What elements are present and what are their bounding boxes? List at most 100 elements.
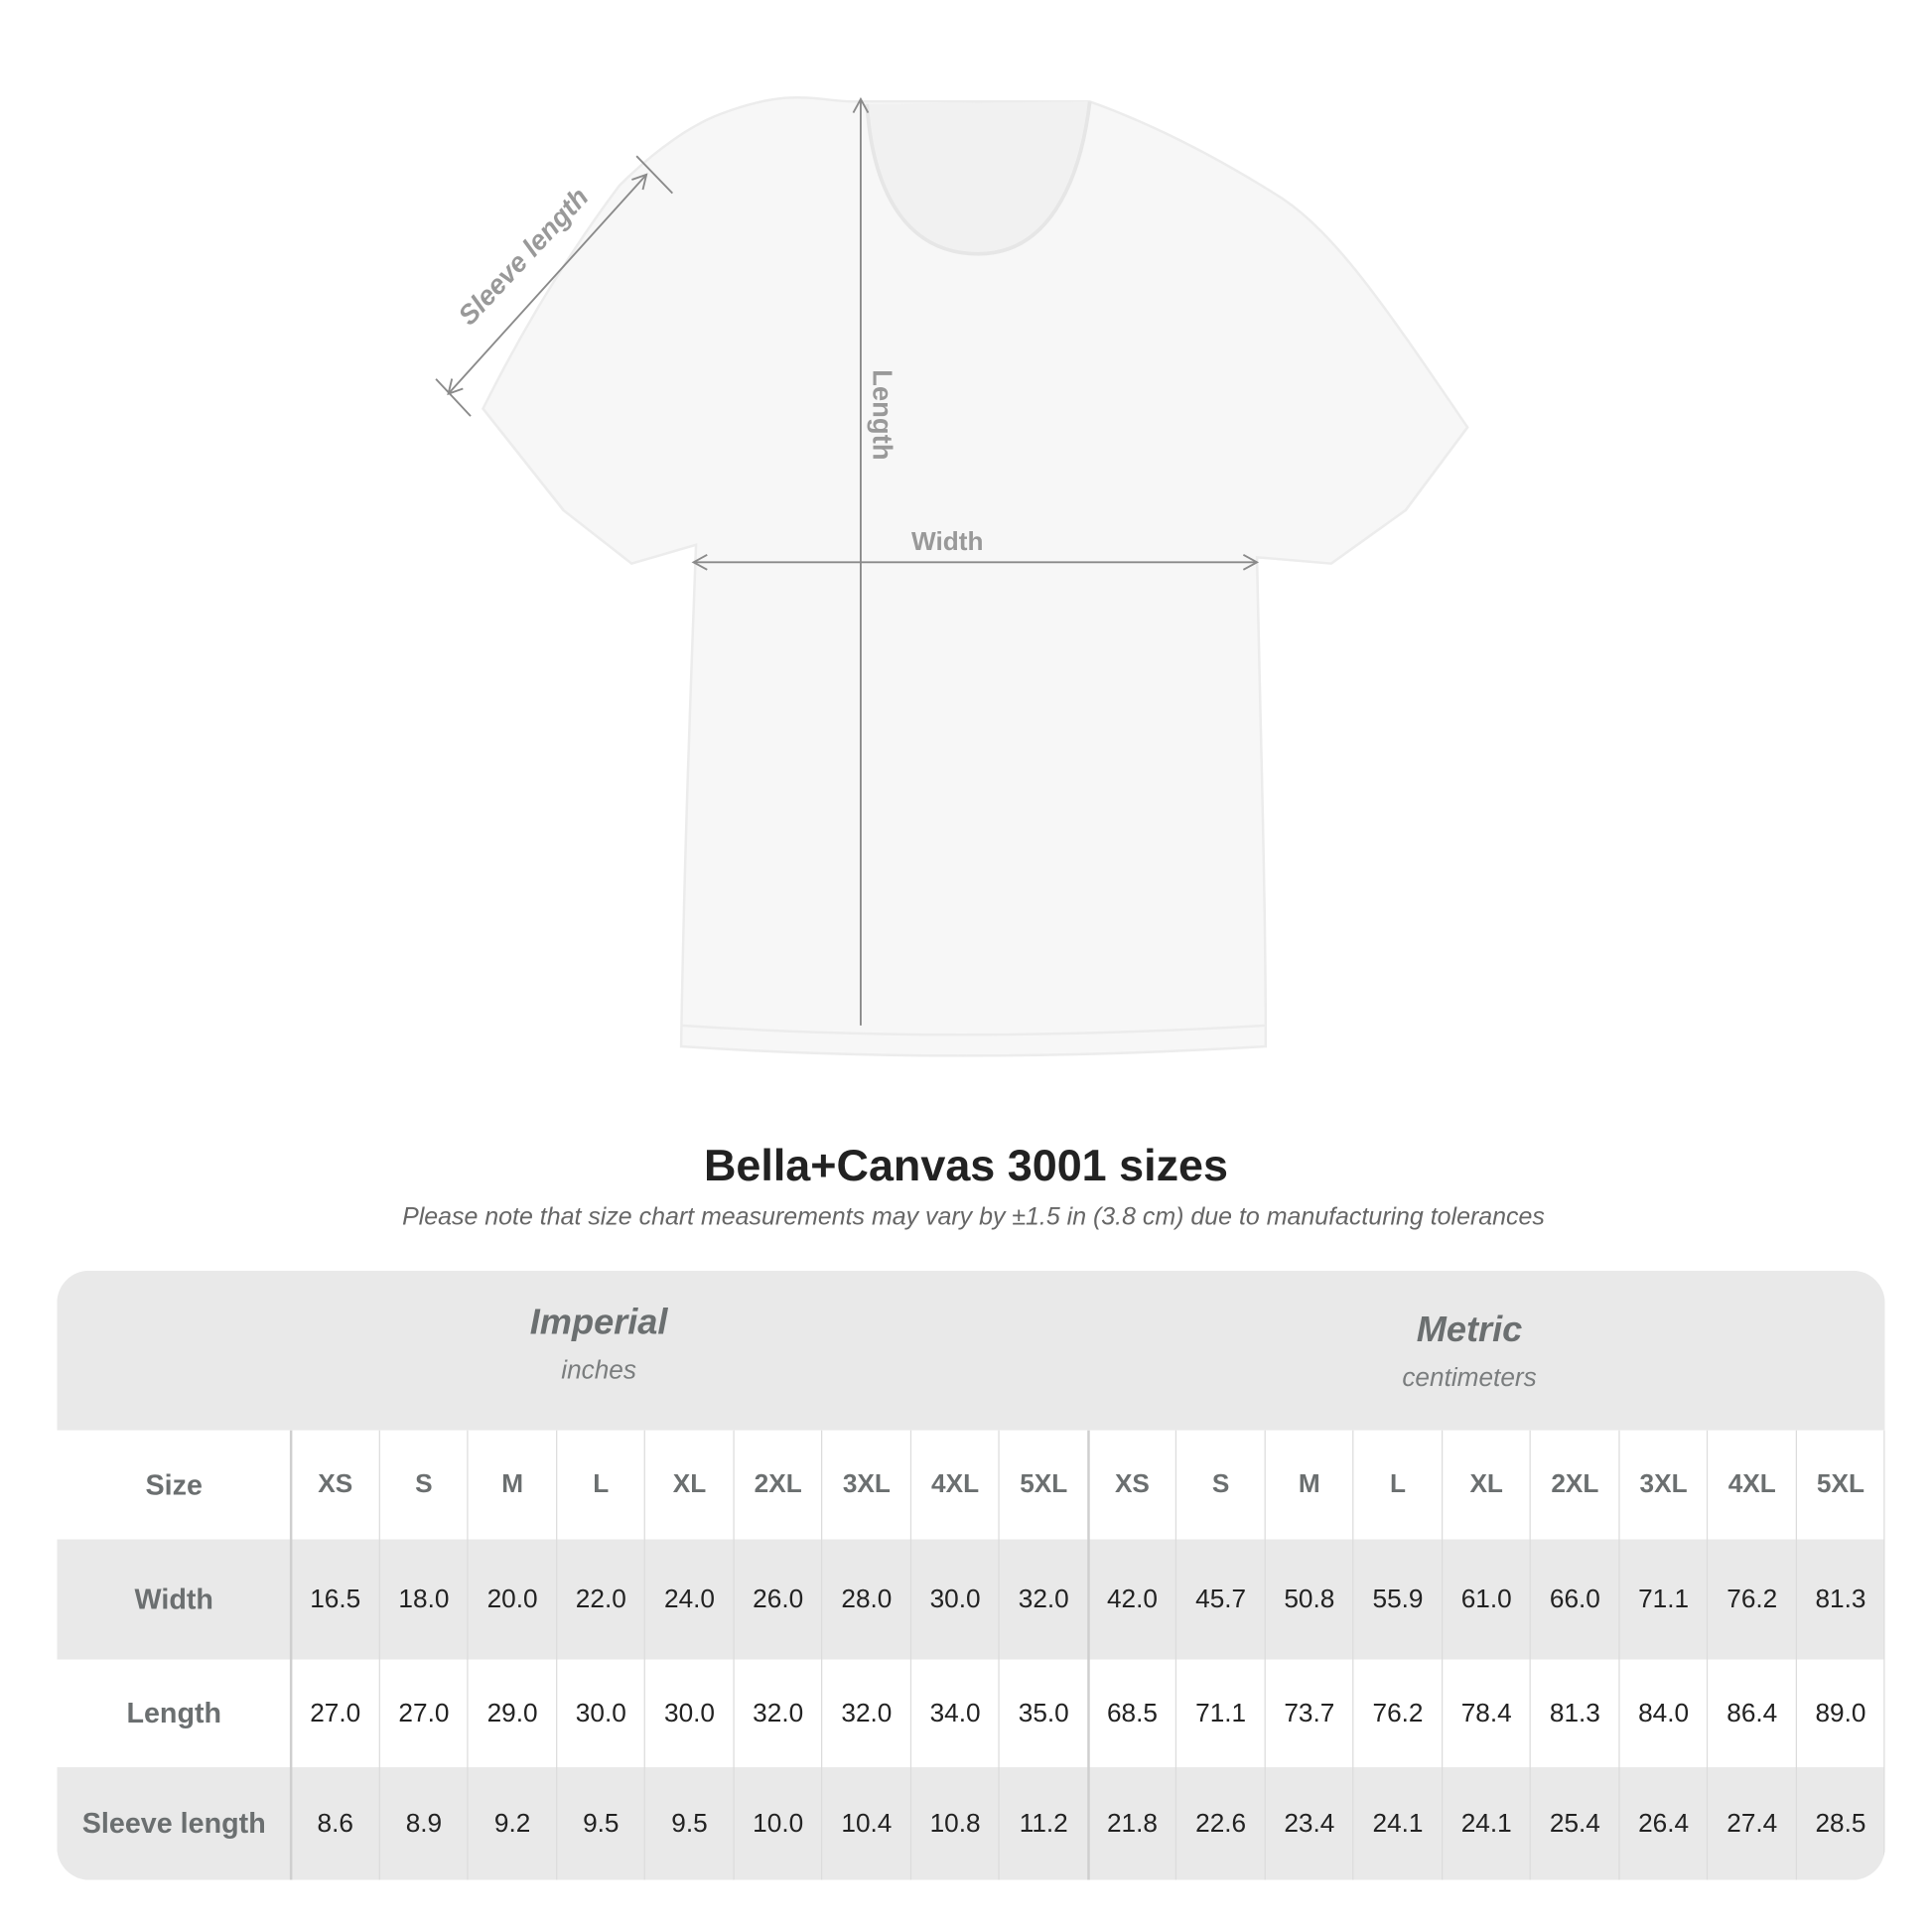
column-divider <box>289 1430 293 1880</box>
table-cell: 24.0 <box>663 1585 715 1613</box>
size-column-header: 4XL <box>931 1469 980 1499</box>
table-row: Width 16.5 18.0 20.0 22.0 24.0 26.0 28.0 30.0 32.… <box>57 1539 1885 1660</box>
table-cell: 81.3 <box>1815 1585 1866 1613</box>
size-column-header: 2XL <box>754 1469 802 1499</box>
width-label: Width <box>911 526 983 556</box>
size-column-header: S <box>1211 1469 1230 1499</box>
table-cell: 9.5 <box>671 1808 708 1838</box>
table-cell: 27.0 <box>310 1698 361 1727</box>
table-cell: 24.1 <box>1460 1808 1512 1838</box>
size-column-header: S <box>415 1469 433 1499</box>
table-cell: 8.6 <box>317 1808 353 1838</box>
size-column-header: 3XL <box>842 1469 891 1499</box>
column-divider <box>732 1430 735 1880</box>
row-label: Width <box>134 1583 213 1615</box>
table-cell: 55.9 <box>1372 1585 1424 1613</box>
row-label: Sleeve length <box>81 1806 266 1840</box>
table-cell: 22.6 <box>1195 1808 1247 1838</box>
unit-header-band <box>57 1270 1885 1431</box>
column-divider <box>998 1430 1000 1880</box>
table-cell: 24.1 <box>1372 1808 1424 1838</box>
imperial-title: Imperial <box>529 1303 668 1343</box>
table-cell: 27.4 <box>1726 1808 1778 1838</box>
size-header-row: Size XS S M L XL 2XL 3XL 4XL 5XL XS S M L XL 2XL 3XL 4XL 5… <box>57 1430 1885 1540</box>
size-column-header: 3XL <box>1639 1469 1688 1499</box>
table-cell: 25.4 <box>1549 1808 1600 1838</box>
size-column-header: XS <box>318 1469 353 1499</box>
table-cell: 45.7 <box>1195 1585 1247 1613</box>
table-cell: 10.4 <box>841 1808 893 1838</box>
table-row: Length 27.0 27.0 29.0 30.0 30.0 32.0 32.0 34.0 35… <box>57 1659 1885 1768</box>
size-table: Imperial inches Metric centimeters Size X… <box>57 1270 1885 1880</box>
column-divider <box>467 1430 469 1880</box>
column-divider <box>909 1430 911 1880</box>
column-divider <box>1883 1430 1885 1880</box>
table-cell: 81.3 <box>1549 1698 1600 1727</box>
table-cell: 78.4 <box>1460 1698 1512 1727</box>
table-cell: 28.0 <box>841 1585 893 1613</box>
size-column-header: 2XL <box>1551 1469 1599 1499</box>
metric-unit: centimeters <box>1402 1363 1537 1393</box>
table-cell: 30.0 <box>575 1698 626 1727</box>
table-cell: 30.0 <box>663 1698 715 1727</box>
column-divider <box>1352 1430 1354 1880</box>
table-cell: 29.0 <box>486 1698 538 1727</box>
table-cell: 66.0 <box>1549 1585 1600 1613</box>
table-cell: 32.0 <box>1018 1585 1069 1613</box>
row-label: Size <box>145 1467 203 1501</box>
table-cell: 32.0 <box>841 1698 893 1727</box>
metric-title: Metric <box>1416 1310 1523 1350</box>
imperial-unit: inches <box>561 1355 636 1385</box>
size-column-header: L <box>593 1469 610 1499</box>
column-divider <box>1086 1430 1090 1880</box>
page-title: Bella+Canvas 3001 sizes <box>703 1139 1228 1190</box>
table-cell: 84.0 <box>1638 1698 1690 1727</box>
size-column-header: XL <box>1469 1469 1503 1499</box>
table-cell: 8.9 <box>405 1808 443 1838</box>
size-column-header: 5XL <box>1020 1469 1068 1499</box>
table-cell: 27.0 <box>398 1698 450 1727</box>
table-cell: 32.0 <box>753 1698 804 1727</box>
table-cell: 9.5 <box>583 1808 620 1838</box>
table-cell: 10.8 <box>929 1808 981 1838</box>
table-cell: 16.5 <box>310 1585 361 1613</box>
table-cell: 26.0 <box>753 1585 804 1613</box>
table-cell: 76.2 <box>1726 1585 1778 1613</box>
table-cell: 42.0 <box>1106 1585 1158 1613</box>
column-divider <box>1617 1430 1619 1880</box>
column-divider <box>1441 1430 1443 1880</box>
table-cell: 28.5 <box>1815 1808 1866 1838</box>
sleeve-arrow <box>447 173 648 396</box>
table-cell: 26.4 <box>1638 1808 1690 1838</box>
table-cell: 23.4 <box>1284 1808 1335 1838</box>
column-divider <box>1174 1430 1177 1880</box>
row-label: Length <box>126 1696 222 1729</box>
table-cell: 68.5 <box>1106 1698 1158 1727</box>
table-cell: 61.0 <box>1460 1585 1512 1613</box>
table-cell: 30.0 <box>929 1585 981 1613</box>
column-divider <box>1529 1430 1531 1880</box>
size-column-header: M <box>501 1469 524 1499</box>
column-divider <box>1263 1430 1266 1880</box>
length-label: Length <box>867 369 897 460</box>
table-row: Sleeve length 8.6 8.9 9.2 9.5 9.5 10.0 10.4 10.8… <box>57 1767 1885 1880</box>
column-divider <box>378 1430 380 1880</box>
table-cell: 11.2 <box>1019 1808 1068 1838</box>
column-divider <box>643 1430 645 1880</box>
imperial-header: Imperial inches <box>291 1303 906 1386</box>
column-divider <box>1795 1430 1797 1880</box>
table-cell: 89.0 <box>1815 1698 1866 1727</box>
column-divider <box>555 1430 557 1880</box>
table-cell: 20.0 <box>486 1585 538 1613</box>
neckline <box>865 101 1092 256</box>
table-cell: 9.2 <box>493 1808 531 1838</box>
table-cell: 34.0 <box>929 1698 981 1727</box>
size-column-header: 4XL <box>1727 1469 1776 1499</box>
table-cell: 21.8 <box>1106 1808 1158 1838</box>
table-cell: 35.0 <box>1018 1698 1069 1727</box>
table-cell: 71.1 <box>1638 1585 1690 1613</box>
table-cell: 18.0 <box>398 1585 450 1613</box>
tolerance-note: Please note that size chart measurements… <box>402 1203 1545 1231</box>
size-column-header: 5XL <box>1816 1469 1864 1499</box>
table-cell: 50.8 <box>1284 1585 1335 1613</box>
